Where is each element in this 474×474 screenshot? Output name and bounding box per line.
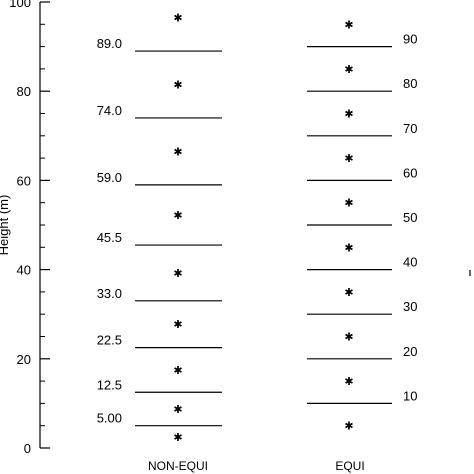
y-tick-label: 100 bbox=[9, 0, 31, 10]
category-label: EQUI bbox=[335, 459, 364, 473]
level-label: 33.0 bbox=[97, 286, 122, 301]
data-point: ✱ bbox=[344, 376, 353, 388]
data-point: ✱ bbox=[173, 365, 182, 377]
y-tick-label: 60 bbox=[17, 173, 31, 188]
level-label: 70 bbox=[403, 121, 417, 136]
y-tick-label: 0 bbox=[24, 441, 31, 456]
level-label: 50 bbox=[403, 210, 417, 225]
data-point: ✱ bbox=[173, 404, 182, 416]
data-point: ✱ bbox=[173, 432, 182, 444]
data-point: ✱ bbox=[173, 268, 182, 280]
level-label: 60 bbox=[403, 165, 417, 180]
data-point: ✱ bbox=[344, 198, 353, 210]
data-point: ✱ bbox=[173, 319, 182, 331]
data-point: ✱ bbox=[344, 421, 353, 433]
data-point: ✱ bbox=[173, 210, 182, 222]
data-point: ✱ bbox=[173, 80, 182, 92]
level-label: 12.5 bbox=[97, 377, 122, 392]
level-label: 90 bbox=[403, 32, 417, 47]
y-tick-label: 40 bbox=[17, 263, 31, 278]
level-label: 20 bbox=[403, 344, 417, 359]
data-point: ✱ bbox=[344, 332, 353, 344]
data-point: ✱ bbox=[344, 109, 353, 121]
level-label: 10 bbox=[403, 388, 417, 403]
level-label: 30 bbox=[403, 299, 417, 314]
level-label: 40 bbox=[403, 255, 417, 270]
y-tick-label: 80 bbox=[17, 84, 31, 99]
data-point: ✱ bbox=[344, 153, 353, 165]
level-label: 5.00 bbox=[97, 411, 122, 426]
data-point: ✱ bbox=[344, 19, 353, 31]
level-label: 80 bbox=[403, 76, 417, 91]
level-label: 59.0 bbox=[97, 170, 122, 185]
y-tick-label: 20 bbox=[17, 352, 31, 367]
level-label: 45.5 bbox=[97, 230, 122, 245]
data-point: ✱ bbox=[344, 287, 353, 299]
level-label: 74.0 bbox=[97, 103, 122, 118]
data-point: ✱ bbox=[173, 146, 182, 158]
level-label: 89.0 bbox=[97, 36, 122, 51]
level-label: 22.5 bbox=[97, 333, 122, 348]
data-point: ✱ bbox=[344, 242, 353, 254]
category-label: NON-EQUI bbox=[148, 459, 208, 473]
data-point: ✱ bbox=[344, 64, 353, 76]
y-axis-label: Height (m) bbox=[0, 195, 11, 256]
data-point: ✱ bbox=[173, 13, 182, 25]
